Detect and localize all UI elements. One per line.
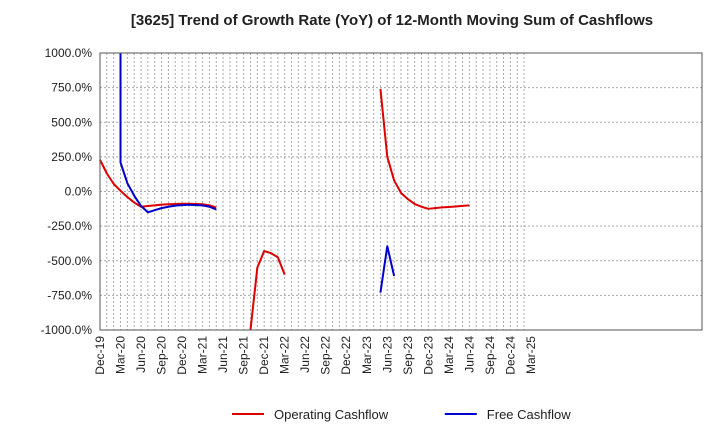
- x-tick-label: Mar-24: [442, 336, 456, 374]
- x-tick-label: Mar-25: [524, 336, 538, 374]
- x-axis-ticks: Dec-19 Mar-20 Jun-20 Sep-20 Dec-20 Mar-21 Jun-…: [93, 336, 538, 375]
- y-tick-label: -750.0%: [47, 288, 92, 302]
- x-tick-label: Sep-24: [483, 336, 497, 375]
- x-tick-label: Sep-23: [401, 336, 415, 375]
- x-tick-label: Jun-22: [298, 336, 312, 373]
- x-tick-label: Dec-24: [503, 336, 517, 375]
- x-tick-label: Sep-22: [319, 336, 333, 375]
- x-tick-label: Mar-20: [114, 336, 128, 374]
- series-lines: [99, 53, 470, 331]
- x-tick-label: Dec-22: [339, 336, 353, 375]
- y-tick-label: -500.0%: [47, 254, 92, 268]
- x-tick-label: Dec-20: [175, 336, 189, 375]
- x-tick-label: Sep-20: [155, 336, 169, 375]
- legend: Operating Cashflow Free Cashflow: [232, 407, 571, 422]
- grid: [100, 53, 702, 330]
- free-cashflow-line: [379, 245, 396, 293]
- x-tick-label: Dec-21: [257, 336, 271, 375]
- x-tick-label: Mar-21: [196, 336, 210, 374]
- y-axis-ticks: 1000.0% 750.0% 500.0% 250.0% 0.0% -250.0% -500…: [41, 46, 93, 337]
- chart-title: [3625] Trend of Growth Rate (YoY) of 12-…: [131, 12, 653, 29]
- x-tick-label: Mar-22: [278, 336, 292, 374]
- x-tick-label: Dec-19: [93, 336, 107, 375]
- x-tick-label: Sep-21: [237, 336, 251, 375]
- free-cashflow-legend-label: Free Cashflow: [487, 407, 571, 422]
- y-tick-label: 750.0%: [51, 81, 92, 95]
- operating-cashflow-legend-label: Operating Cashflow: [274, 407, 389, 422]
- y-tick-label: -1000.0%: [41, 323, 93, 337]
- free-cashflow-line: [119, 53, 217, 214]
- x-tick-label: Jun-24: [462, 336, 476, 373]
- operating-cashflow-line: [249, 250, 286, 331]
- y-tick-label: -250.0%: [47, 219, 92, 233]
- operating-cashflow-line: [379, 88, 470, 210]
- y-tick-label: 500.0%: [51, 115, 92, 129]
- x-tick-label: Jun-20: [134, 336, 148, 373]
- x-tick-label: Mar-23: [360, 336, 374, 374]
- x-tick-label: Jun-23: [380, 336, 394, 373]
- x-tick-label: Jun-21: [216, 336, 230, 373]
- x-tick-label: Dec-23: [421, 336, 435, 375]
- y-tick-label: 0.0%: [65, 185, 93, 199]
- plot-frame: [99, 52, 703, 331]
- operating-cashflow-line: [99, 159, 217, 209]
- y-tick-label: 250.0%: [51, 150, 92, 164]
- y-tick-label: 1000.0%: [45, 46, 93, 60]
